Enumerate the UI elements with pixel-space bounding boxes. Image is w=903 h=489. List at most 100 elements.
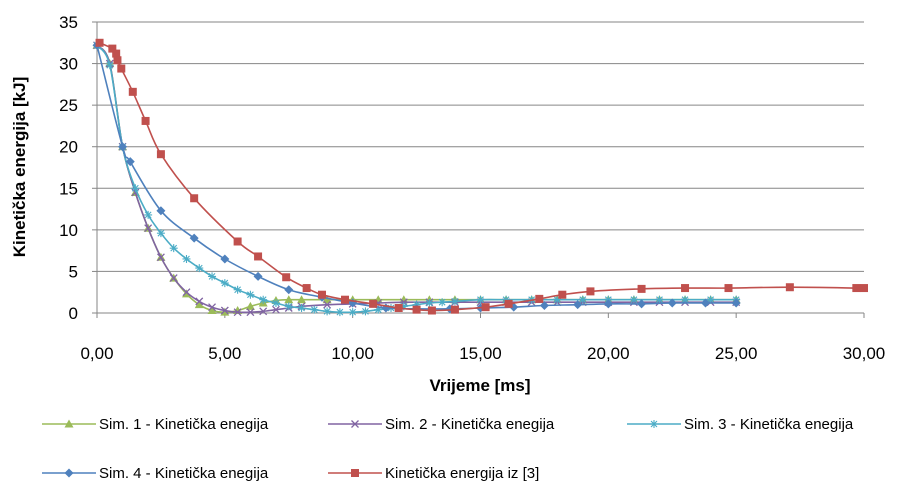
y-tick-label: 25: [59, 96, 78, 115]
legend-item: Sim. 4 - Kinetička enegija: [42, 465, 269, 482]
data-point: [194, 300, 204, 309]
series-5: [95, 38, 868, 315]
data-point: [302, 284, 311, 293]
data-point: [700, 298, 710, 308]
series-3: [93, 41, 741, 317]
x-tick-label: 20,00: [587, 344, 630, 363]
series-line: [96, 44, 737, 314]
data-point: [259, 295, 268, 304]
data-point: [208, 272, 217, 281]
x-tick-label: 0,00: [80, 344, 113, 363]
gridlines: [97, 21, 864, 272]
legend-marker: [650, 420, 658, 428]
data-point: [208, 303, 217, 312]
data-point: [637, 284, 646, 293]
data-point: [113, 56, 122, 65]
data-point: [586, 287, 595, 296]
data-point: [369, 299, 378, 308]
data-point: [190, 194, 199, 203]
series-4: [92, 40, 741, 314]
data-point: [297, 304, 306, 313]
legend-marker: [64, 468, 74, 478]
legend-marker: [351, 420, 359, 428]
data-point: [394, 304, 403, 313]
data-point: [144, 224, 153, 233]
data-point: [156, 229, 165, 238]
data-point: [603, 299, 613, 309]
data-point: [399, 302, 408, 311]
data-point: [450, 297, 459, 306]
x-axis-title: Vrijeme [ms]: [429, 376, 530, 395]
data-point: [450, 305, 459, 314]
data-point: [169, 244, 178, 253]
y-axis-title: Kinetička energija [kJ]: [10, 77, 29, 257]
series-2: [93, 41, 741, 317]
data-point: [637, 299, 647, 309]
data-point: [322, 295, 332, 304]
data-point: [578, 295, 587, 304]
x-tick-label: 30,00: [843, 344, 886, 363]
data-point: [297, 295, 307, 304]
data-point: [195, 264, 204, 273]
data-point: [253, 271, 263, 281]
y-tick-label: 35: [59, 13, 78, 32]
data-point: [284, 285, 294, 295]
data-point: [412, 305, 421, 314]
series-line: [96, 44, 737, 314]
data-point: [361, 307, 370, 316]
series-line: [96, 45, 737, 310]
legend-label: Kinetička energija iz [3]: [385, 465, 539, 482]
legend-label: Sim. 1 - Kinetička enegija: [99, 416, 269, 433]
data-point: [156, 206, 166, 216]
data-point: [724, 284, 733, 293]
data-point: [785, 283, 794, 292]
data-point: [425, 299, 434, 308]
y-tick-label: 10: [59, 221, 78, 240]
data-point: [399, 295, 409, 304]
data-point: [504, 299, 513, 308]
data-point: [182, 288, 191, 297]
x-tick-label: 15,00: [459, 344, 502, 363]
data-point: [117, 64, 126, 73]
data-point: [852, 284, 861, 293]
data-point: [629, 295, 638, 304]
data-point: [156, 150, 165, 159]
data-point: [233, 285, 242, 294]
legend-label: Sim. 3 - Kinetička enegija: [684, 416, 854, 433]
y-tick-label: 30: [59, 55, 78, 74]
data-point: [502, 295, 511, 304]
y-tick-label: 15: [59, 179, 78, 198]
y-tick-labels: 0 5 10 15 20 25 30 35: [59, 13, 78, 323]
data-point: [112, 49, 121, 58]
data-point: [553, 295, 562, 304]
legend-label: Sim. 4 - Kinetička enegija: [99, 465, 269, 482]
x-tick-label: 10,00: [331, 344, 374, 363]
data-point: [340, 295, 349, 304]
data-point: [220, 279, 229, 288]
series-group: [92, 38, 868, 317]
data-point: [282, 273, 291, 282]
data-point: [125, 157, 135, 167]
data-point: [246, 290, 255, 299]
legend-label: Sim. 2 - Kinetička enegija: [385, 416, 555, 433]
x-tick-labels: 0,00 5,00 10,00 15,00 20,00 25,00 30,00: [80, 344, 885, 363]
data-point: [481, 303, 490, 312]
data-point: [254, 252, 263, 261]
data-point: [558, 290, 567, 299]
x-tick-label: 5,00: [208, 344, 241, 363]
data-point: [310, 305, 319, 314]
data-point: [427, 306, 436, 315]
data-point: [220, 254, 230, 264]
data-point: [118, 142, 128, 152]
data-point: [108, 44, 117, 53]
series-1: [92, 40, 741, 316]
series-line: [96, 44, 737, 314]
data-point: [156, 253, 165, 262]
data-point: [220, 306, 229, 315]
data-point: [207, 306, 217, 315]
y-tick-label: 20: [59, 138, 78, 157]
data-point: [105, 61, 114, 70]
legend-item: Sim. 1 - Kinetička enegija: [42, 416, 269, 433]
data-point: [128, 87, 137, 96]
data-point: [233, 308, 242, 317]
